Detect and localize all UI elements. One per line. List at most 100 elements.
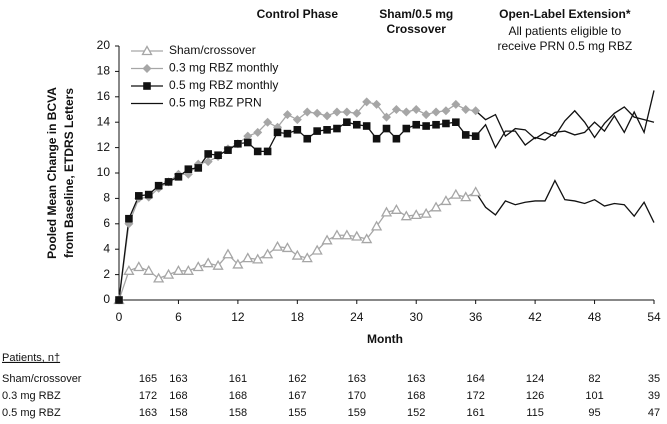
marker [400, 210, 412, 221]
marker [222, 248, 234, 259]
y-tick-label: 20 [97, 38, 111, 52]
marker [372, 134, 381, 143]
table-cell: 152 [407, 407, 425, 419]
marker [123, 264, 135, 275]
table-cell: 115 [526, 407, 544, 419]
table-cell: 167 [288, 390, 306, 402]
marker [382, 124, 391, 133]
x-tick-label: 6 [175, 310, 182, 324]
marker [362, 122, 371, 130]
marker [470, 186, 482, 197]
table-cell: 170 [348, 390, 366, 402]
marker [194, 164, 203, 172]
marker [420, 207, 432, 218]
legend-label: 0.5 mg RBZ monthly [169, 78, 278, 92]
table-row-label: Sham/crossover [2, 373, 82, 385]
table-cell: 39 [648, 390, 660, 402]
marker [342, 107, 352, 117]
marker [242, 252, 254, 263]
marker [234, 139, 242, 148]
marker [293, 126, 302, 134]
marker [164, 178, 173, 186]
marker [422, 122, 430, 130]
marker [362, 97, 372, 107]
table-cell: 158 [169, 407, 187, 419]
marker [352, 120, 361, 129]
y-tick-label: 12 [97, 140, 111, 154]
annotation: Sham/0.5 mg [379, 7, 453, 21]
marker [154, 181, 163, 190]
marker [441, 106, 451, 116]
x-tick-label: 36 [469, 310, 483, 324]
table-row-label: 0.5 mg RBZ [2, 407, 61, 419]
y-tick-label: 2 [103, 267, 110, 281]
marker [370, 220, 383, 231]
table-cell: 164 [466, 373, 484, 385]
x-tick-label: 54 [647, 310, 661, 324]
marker [224, 146, 232, 154]
extension-line [475, 90, 655, 150]
table-cell: 161 [466, 407, 484, 419]
y-axis-label: Pooled Mean Change in BCVA [45, 87, 59, 259]
marker [442, 119, 450, 128]
legend-label: 0.3 mg RBZ monthly [169, 61, 278, 75]
marker [451, 99, 461, 109]
marker [214, 151, 222, 160]
annotation: Crossover [387, 22, 447, 36]
marker [292, 115, 302, 125]
marker [263, 117, 273, 127]
marker [273, 128, 282, 137]
table-cell: 82 [588, 373, 600, 385]
marker [243, 131, 253, 141]
marker [411, 105, 421, 114]
marker [461, 131, 470, 139]
marker [182, 264, 194, 275]
marker [392, 134, 401, 143]
annotation: Control Phase [257, 7, 339, 21]
table-cell: 158 [229, 407, 247, 419]
table-cell: 172 [139, 390, 157, 402]
marker [243, 138, 252, 147]
marker [323, 126, 331, 134]
marker [343, 118, 351, 126]
marker [380, 206, 393, 217]
legend-label: 0.5 mg RBZ PRN [169, 96, 262, 110]
x-axis-label: Month [367, 332, 403, 346]
y-tick-label: 4 [103, 241, 110, 255]
marker [281, 242, 294, 253]
marker [471, 106, 481, 116]
y-tick-label: 8 [103, 191, 110, 205]
marker [263, 147, 272, 156]
marker [471, 132, 480, 140]
marker [313, 127, 321, 135]
table-cell: 126 [526, 390, 544, 402]
table-cell: 101 [585, 390, 603, 402]
marker [450, 188, 462, 199]
marker [253, 147, 262, 156]
marker [361, 233, 373, 244]
marker [303, 134, 312, 143]
table-title: Patients, n† [2, 352, 60, 364]
marker [460, 191, 472, 202]
marker [382, 112, 391, 122]
x-tick-label: 0 [116, 310, 123, 324]
legend-marker [141, 45, 153, 56]
marker [452, 118, 460, 126]
marker [203, 157, 213, 167]
marker [291, 249, 303, 260]
marker [184, 165, 193, 173]
marker [421, 110, 431, 120]
x-tick-label: 18 [291, 310, 305, 324]
table-cell: 163 [139, 407, 157, 419]
marker [162, 268, 175, 279]
marker [412, 120, 421, 129]
table-cell: 47 [648, 407, 660, 419]
marker [331, 229, 343, 240]
marker [172, 264, 185, 275]
legend-marker [142, 64, 152, 73]
table-cell: 168 [407, 390, 425, 402]
table-cell: 165 [139, 373, 157, 385]
table-cell: 172 [466, 390, 484, 402]
y-tick-label: 10 [97, 165, 111, 179]
